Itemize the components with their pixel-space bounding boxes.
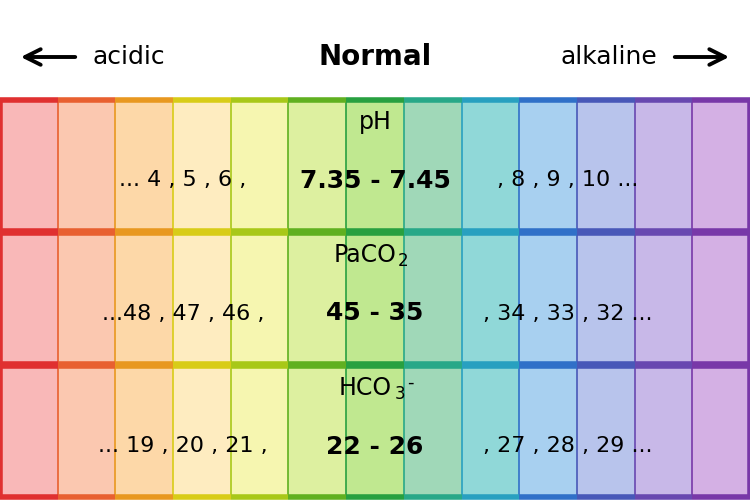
Bar (289, 366, 346, 497)
Bar (404, 233, 461, 364)
Text: ... 4 , 5 , 6 ,: ... 4 , 5 , 6 , (119, 170, 247, 190)
Bar (692, 233, 750, 364)
Text: -: - (407, 374, 413, 392)
Text: Normal: Normal (318, 43, 432, 71)
Bar (231, 100, 289, 231)
Bar (519, 100, 577, 231)
Bar (346, 366, 404, 497)
Bar (173, 366, 231, 497)
Text: acidic: acidic (93, 45, 166, 69)
Bar (519, 366, 577, 497)
Bar (404, 366, 461, 497)
Bar (634, 233, 692, 364)
Bar (577, 100, 634, 231)
Bar (173, 233, 231, 364)
Bar (461, 100, 519, 231)
Text: PaCO: PaCO (334, 243, 397, 267)
Text: ...48 , 47 , 46 ,: ...48 , 47 , 46 , (102, 304, 264, 324)
Bar (461, 366, 519, 497)
Bar (404, 100, 461, 231)
Bar (346, 100, 404, 231)
Bar (0, 366, 58, 497)
Bar (116, 366, 173, 497)
Text: pH: pH (358, 110, 392, 134)
Bar (116, 100, 173, 231)
Bar (58, 100, 116, 231)
Bar (173, 100, 231, 231)
Bar (0, 100, 58, 231)
Bar (692, 100, 750, 231)
Text: ... 19 , 20 , 21 ,: ... 19 , 20 , 21 , (98, 436, 268, 456)
Text: 22 - 26: 22 - 26 (326, 434, 424, 458)
Bar (116, 233, 173, 364)
Text: , 27 , 28 , 29 ...: , 27 , 28 , 29 ... (483, 436, 652, 456)
Bar (634, 366, 692, 497)
Bar (289, 100, 346, 231)
Text: alkaline: alkaline (560, 45, 657, 69)
Bar (0, 233, 58, 364)
Bar (692, 366, 750, 497)
Text: 45 - 35: 45 - 35 (326, 302, 424, 326)
Bar (289, 233, 346, 364)
Bar (231, 233, 289, 364)
Bar (577, 233, 634, 364)
Text: , 8 , 9 , 10 ...: , 8 , 9 , 10 ... (497, 170, 639, 190)
Bar (461, 233, 519, 364)
Bar (58, 366, 116, 497)
Bar (519, 233, 577, 364)
Bar (346, 233, 404, 364)
Text: HCO: HCO (338, 376, 392, 400)
Bar (231, 366, 289, 497)
Bar (58, 233, 116, 364)
Text: 2: 2 (398, 252, 409, 270)
Text: 3: 3 (395, 385, 406, 403)
Text: 7.35 - 7.45: 7.35 - 7.45 (299, 168, 451, 192)
Bar (634, 100, 692, 231)
Bar (577, 366, 634, 497)
Text: , 34 , 33 , 32 ...: , 34 , 33 , 32 ... (483, 304, 652, 324)
